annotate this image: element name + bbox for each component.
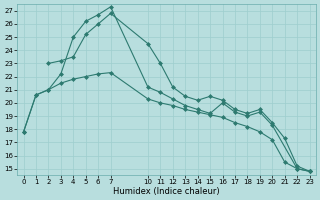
X-axis label: Humidex (Indice chaleur): Humidex (Indice chaleur): [113, 187, 220, 196]
